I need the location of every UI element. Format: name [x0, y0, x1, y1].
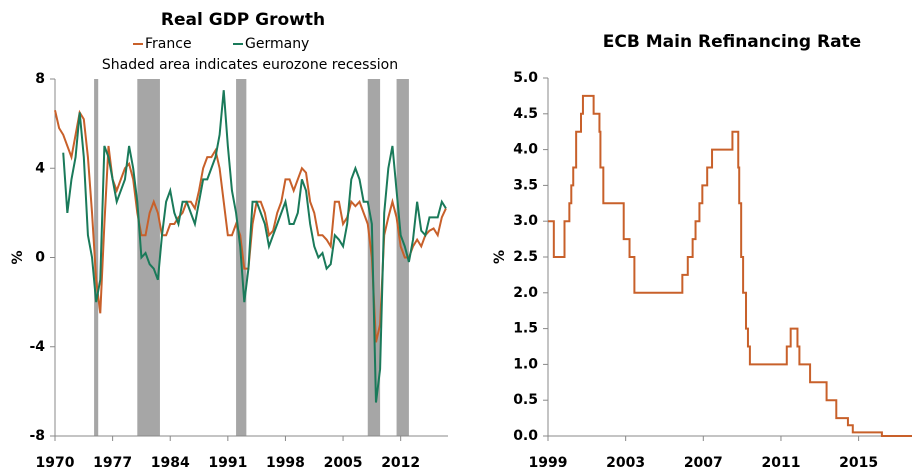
y-tick-label: 1.5 — [513, 321, 538, 337]
recession-band — [367, 79, 381, 436]
x-tick-label: 1998 — [266, 455, 305, 467]
x-tick-label: 1970 — [36, 455, 75, 467]
y-tick-label: 1.0 — [513, 356, 538, 372]
x-tick-label: 2005 — [324, 455, 363, 467]
chart-title: ECB Main Refinancing Rate — [603, 32, 861, 52]
y-tick-label: 0.0 — [513, 428, 538, 444]
recession-band — [94, 79, 99, 436]
y-axis-label: % — [10, 250, 26, 264]
y-tick-label: 4.0 — [513, 142, 538, 158]
y-tick-label: 2.0 — [513, 285, 538, 301]
y-tick-label: 2.5 — [513, 249, 538, 265]
y-axis-label: % — [492, 250, 508, 264]
x-tick-label: 2003 — [606, 455, 645, 467]
y-tick-label: 3.0 — [513, 213, 538, 229]
x-tick-label: 1977 — [93, 455, 132, 467]
series-line — [62, 90, 447, 403]
x-tick-label: 2012 — [381, 455, 420, 467]
x-tick-label: 1984 — [151, 455, 190, 467]
y-tick-label: 0.5 — [513, 392, 538, 408]
x-tick-label: 2007 — [684, 455, 723, 467]
series-line — [548, 94, 912, 437]
recession-band — [137, 79, 160, 436]
y-tick-label: 4.5 — [513, 106, 538, 122]
x-tick-label: 2011 — [761, 455, 800, 467]
chart-subtitle: Shaded area indicates eurozone recession — [102, 57, 398, 73]
y-tick-label: -8 — [29, 428, 45, 444]
recession-band — [396, 79, 409, 436]
y-tick-label: -4 — [29, 339, 45, 355]
y-tick-label: 8 — [35, 71, 45, 87]
x-tick-label: 2015 — [839, 455, 878, 467]
x-tick-label: 1999 — [529, 455, 568, 467]
chart-title: Real GDP Growth — [161, 10, 325, 30]
y-tick-label: 4 — [35, 160, 45, 176]
legend-label: France — [145, 36, 192, 52]
x-tick-label: 1991 — [208, 455, 247, 467]
legend-label: Germany — [245, 36, 309, 52]
y-tick-label: 5.0 — [513, 70, 538, 86]
y-tick-label: 3.5 — [513, 177, 538, 193]
y-tick-label: 0 — [35, 250, 45, 266]
